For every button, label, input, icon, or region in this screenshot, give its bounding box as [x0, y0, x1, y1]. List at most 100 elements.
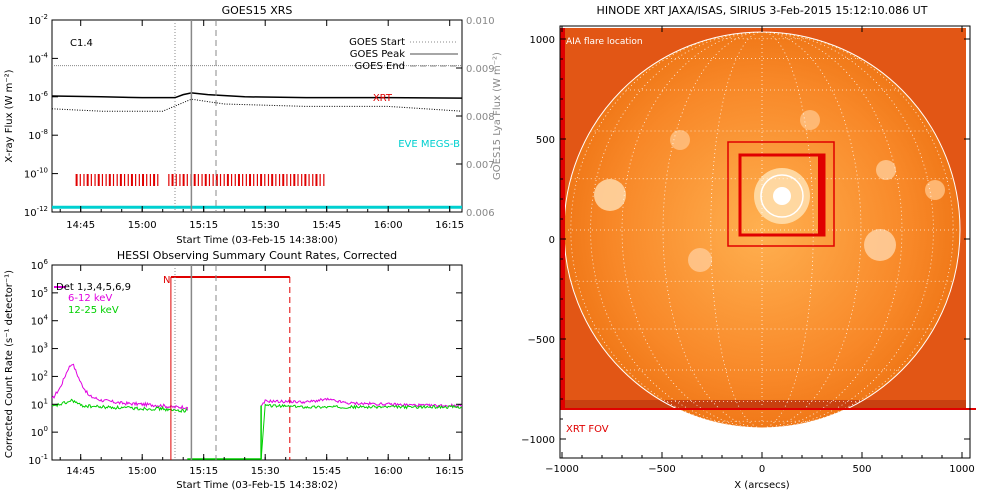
xrt-ticks: −1000 −500 0 500 1000 1000 500 0 −500 −1000	[521, 26, 975, 475]
hessi-ytick-exp: 4	[44, 314, 49, 322]
sun-features	[594, 110, 945, 272]
goes-legend: GOES Start GOES Peak GOES End	[349, 37, 458, 72]
hessi-xtick-label: 15:45	[312, 466, 341, 477]
goes-xtick-label: 15:15	[189, 220, 218, 231]
hessi-ytick-exp: 0	[44, 425, 48, 433]
goes-xtick-label: 15:30	[251, 220, 280, 231]
goes-ytick-label: 10-10	[24, 167, 48, 181]
goes-ytick-right-label: 0.006	[466, 208, 495, 219]
active-region	[925, 180, 945, 200]
xrt-ytick-label: −1000	[521, 435, 555, 446]
xrt-xlabel: X (arcsecs)	[734, 480, 790, 491]
goes-xtick-label: 15:00	[128, 220, 157, 231]
goes-ytick-exp: -2	[41, 13, 48, 21]
xrt-xtick-label: 0	[759, 464, 765, 475]
goes-plot-area	[52, 20, 462, 212]
hessi-legend-6-12: 6-12 keV	[68, 293, 112, 304]
longitude-line	[761, 32, 954, 428]
goes-panel: GOES15 XRS 14:45 15:00 15:15 15:30 15:45 16:0…	[4, 4, 503, 246]
active-region	[864, 229, 896, 261]
hessi-panel: HESSI Observing Summary Count Rates, Cor…	[4, 249, 464, 491]
longitude-line	[761, 32, 934, 428]
goes-ytick-label: 10-4	[28, 51, 48, 65]
hessi-title: HESSI Observing Summary Count Rates, Cor…	[117, 249, 397, 262]
hessi-xlabel: Start Time (03-Feb-15 14:38:02)	[176, 480, 338, 491]
goes-ytick-exp: -6	[41, 90, 49, 98]
goes-ticks: 14:45 15:00 15:15 15:30 15:45 16:00 16:15 10-12…	[24, 13, 495, 231]
hessi-xtick-label: 16:15	[435, 466, 464, 477]
hessi-xtick-label: 14:45	[66, 466, 95, 477]
xrt-panel: HINODE XRT JAXA/ISAS, SIRIUS 3-Feb-2015 …	[521, 4, 976, 491]
heliographic-grid	[564, 32, 960, 428]
hessi-series-1-pre	[52, 398, 188, 414]
hessi-ytick-exp: 2	[44, 369, 48, 377]
longitude-line	[621, 32, 763, 428]
goes-ytick-right-label: 0.008	[466, 112, 495, 123]
hessi-ytick-exp: -1	[41, 453, 48, 461]
hessi-legend-12-25: 12-25 keV	[68, 305, 119, 316]
xrt-ytick-label: −500	[528, 335, 555, 346]
xrt-xtick-label: −500	[648, 464, 675, 475]
hessi-series-0-pre	[52, 363, 188, 410]
xrt-fov-label: XRT FOV	[566, 424, 609, 435]
xrt-fov-box-edge	[818, 155, 824, 235]
goes-ytick-label: 10-12	[24, 205, 48, 219]
longitude-line	[761, 32, 862, 428]
hessi-ytick-exp: 1	[44, 397, 48, 405]
xrt-ytick-label: 500	[536, 135, 555, 146]
active-region	[876, 160, 896, 180]
goes-ytick-label: 10-8	[28, 128, 48, 142]
hessi-ylabel: Corrected Count Rate (s⁻¹ detector⁻¹)	[4, 270, 15, 458]
active-region	[670, 130, 690, 150]
goes-ytick-right-label: 0.009	[466, 64, 495, 75]
hessi-ytick-label: 104	[31, 314, 49, 328]
goes-xtick-label: 16:15	[435, 220, 464, 231]
goes-series-3	[52, 98, 462, 112]
legend-goes-end: GOES End	[355, 61, 405, 72]
goes-ytick-right-label: 0.007	[466, 160, 495, 171]
xrt-bottom-strip	[562, 400, 966, 410]
hessi-series-0-post	[260, 397, 462, 409]
aia-flare-label: AIA flare location	[566, 37, 643, 47]
hessi-ytick-exp: 5	[44, 286, 48, 294]
goes-ytick-exp: -8	[41, 128, 48, 136]
goes-xtick-label: 16:00	[374, 220, 403, 231]
longitude-line	[761, 32, 903, 428]
hessi-plot-area	[52, 265, 462, 460]
goes-series-0	[52, 92, 462, 99]
goes-xrt-label: XRT	[373, 93, 393, 104]
goes-flare-class: C1.4	[70, 38, 93, 49]
hessi-ytick-label: 100	[31, 425, 48, 439]
hessi-ytick-label: 105	[31, 286, 48, 300]
goes-ytick-exp: -12	[37, 205, 48, 213]
xrt-fov-box-outer	[727, 141, 835, 247]
goes-ytick-label: 10-2	[28, 13, 48, 27]
legend-goes-peak: GOES Peak	[350, 49, 405, 60]
aia-flare-circle	[760, 174, 804, 218]
legend-goes-start: GOES Start	[349, 37, 405, 48]
hessi-ytick-exp: 3	[44, 342, 48, 350]
hessi-series-1-post	[260, 403, 462, 460]
longitude-line	[662, 32, 763, 428]
goes-xlabel: Start Time (03-Feb-15 14:38:00)	[176, 235, 338, 246]
goes-eve-label: EVE MEGS-B	[398, 139, 460, 150]
active-region	[594, 179, 626, 211]
goes-ytick-exp: -4	[41, 51, 49, 59]
goes-ytick-right-label: 0.010	[466, 16, 495, 27]
xrt-xtick-label: −1000	[545, 464, 579, 475]
hessi-legend: Det 1,3,4,5,6,9 6-12 keV 12-25 keV	[56, 282, 131, 316]
xrt-ytick-label: 1000	[530, 35, 555, 46]
hessi-xtick-label: 15:15	[189, 466, 218, 477]
hessi-ytick-label: 10-1	[28, 453, 48, 467]
goes-xtick-label: 15:45	[312, 220, 341, 231]
goes-title: GOES15 XRS	[222, 4, 293, 17]
hessi-xtick-label: 15:30	[251, 466, 280, 477]
active-region	[800, 110, 820, 130]
hessi-legend-det: Det 1,3,4,5,6,9	[56, 282, 131, 293]
goes-ytick-label: 10-6	[28, 90, 48, 104]
hessi-ytick-exp: 6	[44, 258, 49, 266]
hessi-night-label: N	[163, 275, 170, 286]
xrt-ytick-label: 0	[549, 235, 555, 246]
goes-ytick-exp: -10	[37, 167, 48, 175]
